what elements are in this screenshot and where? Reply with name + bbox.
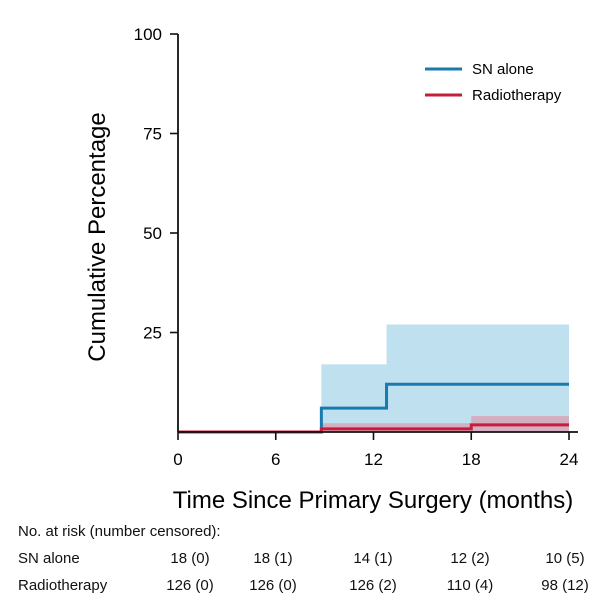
legend: SN alone Radiotherapy	[425, 61, 562, 104]
x-tick-label: 24	[560, 450, 579, 469]
risk-cell: 126 (2)	[349, 577, 397, 594]
x-tick-label: 18	[462, 450, 481, 469]
x-axis-title: Time Since Primary Surgery (months)	[173, 487, 574, 514]
y-tick-label: 75	[143, 125, 162, 144]
risk-cell: 14 (1)	[353, 550, 393, 567]
x-tick-label: 6	[271, 450, 280, 469]
risk-row-label: SN alone	[18, 550, 80, 567]
ticks: 25 50 75 100 0 6 12 18 24	[134, 25, 579, 469]
risk-row-label: Radiotherapy	[18, 577, 108, 594]
risk-cell: 18 (1)	[253, 550, 293, 567]
risk-cell: 10 (5)	[545, 550, 585, 567]
ci-band-sn-alone-1	[386, 324, 569, 432]
y-axis-title: Cumulative Percentage	[84, 112, 111, 361]
risk-cell: 12 (2)	[450, 550, 490, 567]
risk-cell: 98 (12)	[541, 577, 589, 594]
x-tick-label: 12	[364, 450, 383, 469]
risk-cell: 18 (0)	[170, 550, 210, 567]
y-tick-label: 100	[134, 25, 162, 44]
ci-band-sn-alone-0	[321, 364, 387, 432]
y-tick-label: 25	[143, 324, 162, 343]
risk-cell: 126 (0)	[249, 577, 297, 594]
y-tick-label: 50	[143, 224, 162, 243]
legend-label-sn-alone: SN alone	[472, 61, 534, 78]
x-tick-label: 0	[173, 450, 182, 469]
risk-cell: 110 (4)	[446, 577, 494, 594]
legend-label-radiotherapy: Radiotherapy	[472, 87, 562, 104]
confidence-bands	[321, 324, 569, 432]
risk-table-title: No. at risk (number censored):	[18, 523, 221, 540]
risk-cell: 126 (0)	[166, 577, 214, 594]
